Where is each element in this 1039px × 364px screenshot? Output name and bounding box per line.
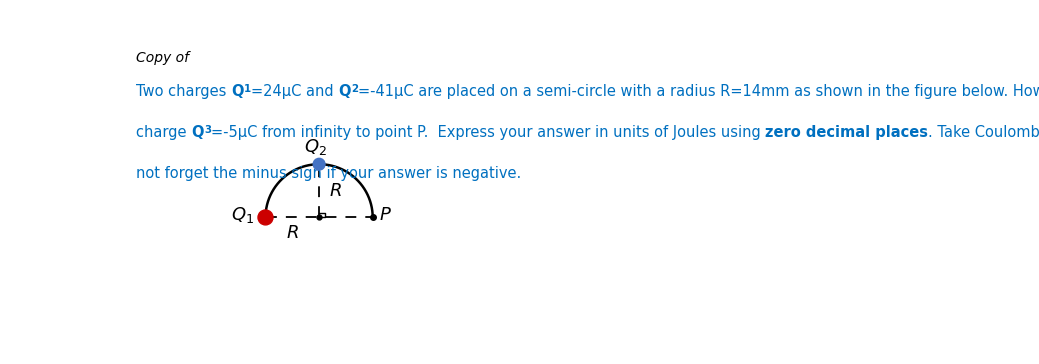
Text: . Take Coulomb constant as k=9.0x10: . Take Coulomb constant as k=9.0x10 (929, 125, 1039, 140)
Text: Q: Q (339, 84, 351, 99)
Text: Q: Q (191, 125, 204, 140)
Text: $\mathit{P}$: $\mathit{P}$ (379, 206, 392, 224)
Text: charge: charge (136, 125, 191, 140)
Text: Copy of: Copy of (136, 51, 189, 65)
Text: =24μC and: =24μC and (251, 84, 339, 99)
Text: $\mathit{R}$: $\mathit{R}$ (286, 224, 298, 242)
Text: 3: 3 (204, 125, 211, 135)
Text: $\mathit{R}$: $\mathit{R}$ (328, 182, 342, 200)
Text: =-41μC are placed on a semi-circle with a radius R=14mm as shown in the figure b: =-41μC are placed on a semi-circle with … (357, 84, 1039, 99)
Ellipse shape (258, 210, 273, 225)
Text: not forget the minus sign if your answer is negative.: not forget the minus sign if your answer… (136, 166, 522, 181)
Text: 2: 2 (351, 84, 357, 94)
Text: Two charges: Two charges (136, 84, 232, 99)
Text: zero decimal places: zero decimal places (766, 125, 929, 140)
Text: =-5μC from infinity to point P.  Express your answer in units of Joules using: =-5μC from infinity to point P. Express … (211, 125, 766, 140)
Text: 1: 1 (244, 84, 251, 94)
Ellipse shape (313, 158, 325, 170)
Text: $\mathit{Q}_1$: $\mathit{Q}_1$ (231, 205, 254, 225)
Text: Q: Q (232, 84, 244, 99)
Text: $\mathit{Q}_2$: $\mathit{Q}_2$ (303, 137, 326, 157)
